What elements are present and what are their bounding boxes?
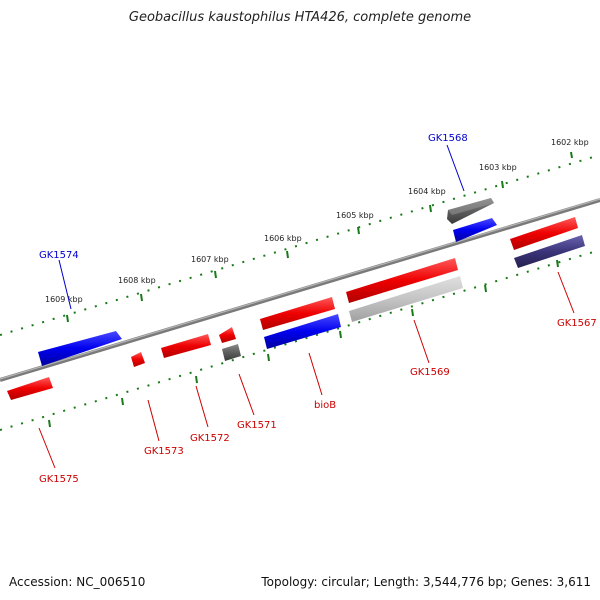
ruler-label-1603kbp: 1603 kbp	[479, 163, 517, 172]
gene-label-GK1572[interactable]: GK1572	[190, 433, 230, 444]
gene-GK1571-red[interactable]	[219, 327, 236, 343]
gene-GK1568-blue[interactable]	[453, 218, 497, 242]
gene-bioB-blue[interactable]	[264, 314, 341, 349]
gene-GK1569-pale[interactable]	[349, 276, 463, 322]
gene-GK1575-red[interactable]	[7, 377, 53, 400]
gene-GK1568-gray[interactable]	[447, 198, 494, 224]
gene-label-GK1567[interactable]: GK1567	[557, 318, 597, 329]
gene-GK1567-purple[interactable]	[514, 235, 585, 268]
leader-GK1568	[446, 144, 465, 192]
outer-ruler-track	[0, 154, 600, 336]
topology-text: Topology: circular; Length: 3,544,776 bp…	[261, 575, 591, 589]
leader-GK1575	[38, 427, 56, 469]
gene-GK1569-red[interactable]	[346, 258, 458, 303]
inner-ruler-track	[0, 249, 600, 431]
genome-title: Geobacillus kaustophilus HTA426, complet…	[128, 10, 472, 25]
gene-GK1571-gray[interactable]	[222, 344, 241, 361]
gene-GK1567-red[interactable]	[510, 217, 578, 250]
gene-label-GK1573[interactable]: GK1573	[144, 446, 184, 457]
ruler-label-1604kbp: 1604 kbp	[408, 187, 446, 196]
leader-GK1574	[58, 259, 72, 310]
gene-label-GK1574[interactable]: GK1574	[39, 250, 79, 261]
ruler-label-1605kbp: 1605 kbp	[336, 211, 374, 220]
leader-GK1569	[413, 319, 430, 364]
leader-GK1572	[195, 385, 209, 428]
genome-backbone	[0, 198, 600, 382]
accession-text: Accession: NC_006510	[9, 575, 146, 589]
gene-GK1572-red[interactable]	[161, 334, 211, 358]
gene-label-GK1568[interactable]: GK1568	[428, 133, 468, 144]
ruler-label-1602kbp: 1602 kbp	[551, 138, 589, 147]
ruler-label-1607kbp: 1607 kbp	[191, 255, 229, 264]
gene-label-bioB[interactable]: bioB	[314, 400, 336, 411]
leader-GK1567	[557, 271, 575, 314]
outer-ruler-major-ticks	[66, 151, 573, 323]
leader-bioB	[308, 352, 323, 396]
leader-GK1573	[147, 399, 160, 442]
ruler-label-1606kbp: 1606 kbp	[264, 234, 302, 243]
ruler-label-1608kbp: 1608 kbp	[118, 276, 156, 285]
ruler-label-1609kbp: 1609 kbp	[45, 295, 83, 304]
gene-label-GK1571[interactable]: GK1571	[237, 420, 277, 431]
inner-ruler-major-ticks	[48, 259, 559, 428]
gene-label-GK1575[interactable]: GK1575	[39, 474, 79, 485]
gene-bioB-red[interactable]	[260, 297, 335, 330]
gene-GK1574-blue[interactable]	[38, 331, 122, 366]
gene-label-GK1569[interactable]: GK1569	[410, 367, 450, 378]
leader-GK1571	[238, 373, 255, 416]
gene-GK1573-red[interactable]	[131, 352, 145, 367]
